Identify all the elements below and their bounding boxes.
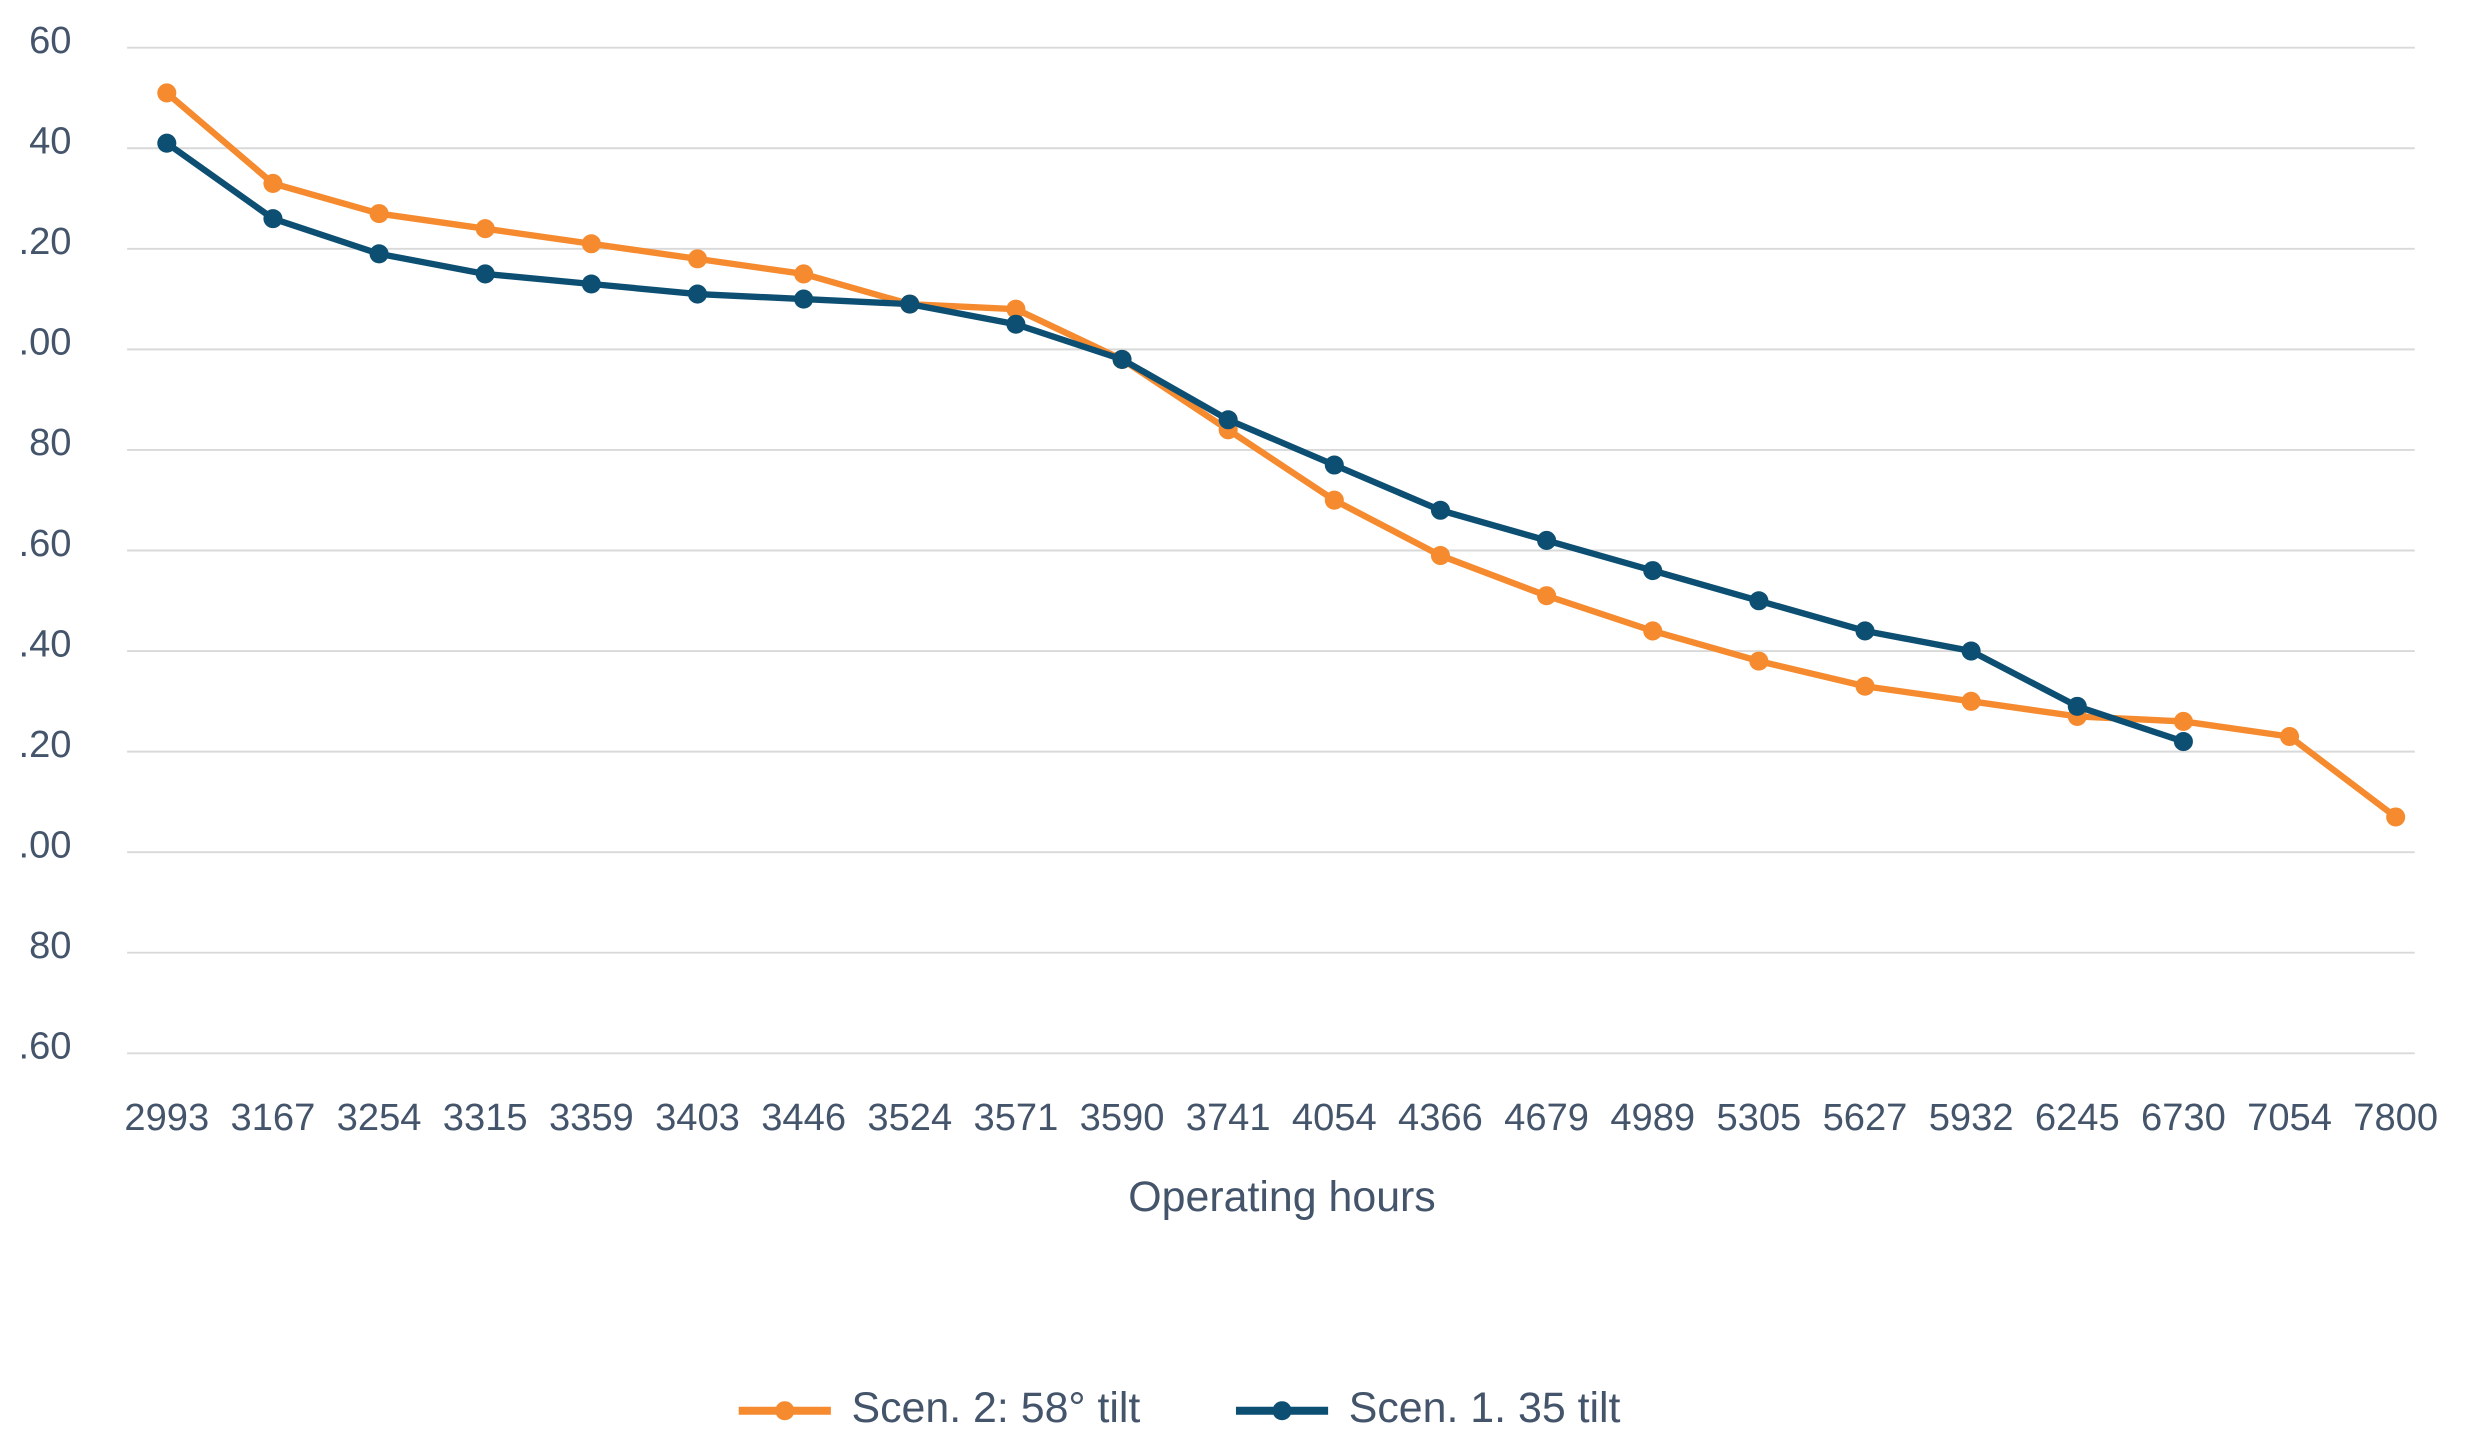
x-tick-label: 5627 <box>1823 1096 1908 1139</box>
data-point <box>794 289 814 309</box>
x-tick-label: 7054 <box>2247 1096 2332 1139</box>
data-point <box>2173 732 2193 752</box>
x-tick-label: 3446 <box>761 1096 846 1139</box>
data-point <box>581 234 601 254</box>
data-point <box>794 264 814 284</box>
x-tick-label: 4054 <box>1292 1096 1377 1139</box>
data-point <box>157 133 177 153</box>
data-point <box>1749 591 1769 611</box>
data-point <box>2173 711 2193 731</box>
legend-marker <box>1272 1401 1292 1421</box>
data-point <box>369 244 389 264</box>
data-point <box>1643 561 1663 581</box>
data-point <box>1961 641 1981 661</box>
data-point <box>687 249 708 269</box>
data-point <box>2386 807 2406 827</box>
data-point <box>369 204 389 224</box>
x-tick-label: 4989 <box>1610 1096 1695 1139</box>
data-point <box>1324 490 1344 510</box>
data-point <box>1643 621 1663 641</box>
y-tick-label: 60 <box>29 19 71 62</box>
x-tick-label: 6730 <box>2141 1096 2226 1139</box>
y-tick-label: 80 <box>29 421 71 464</box>
legend-label: Scen. 2: 58° tilt <box>852 1384 1141 1432</box>
x-tick-label: 5932 <box>1929 1096 2014 1139</box>
x-tick-label: 3524 <box>867 1096 952 1139</box>
y-tick-label: .40 <box>19 622 72 665</box>
x-tick-label: 3590 <box>1080 1096 1165 1139</box>
data-point <box>687 284 708 304</box>
data-point <box>1006 299 1026 319</box>
data-point <box>1855 621 1875 641</box>
data-point <box>1112 349 1132 369</box>
y-tick-label: .60 <box>19 1025 72 1068</box>
legend-marker <box>775 1401 795 1421</box>
y-tick-label: .20 <box>19 723 72 766</box>
y-tick-label: .60 <box>19 522 72 565</box>
x-tick-label: 3571 <box>974 1096 1059 1139</box>
x-tick-label: 3167 <box>231 1096 316 1139</box>
y-tick-label: 80 <box>29 924 71 967</box>
series-line <box>164 90 2398 820</box>
x-tick-label: 7800 <box>2353 1096 2438 1139</box>
data-point <box>475 264 495 284</box>
y-tick-label: .20 <box>19 220 72 263</box>
x-tick-label: 4679 <box>1504 1096 1589 1139</box>
x-axis-label: Operating hours <box>1128 1173 1435 1221</box>
x-tick-label: 6245 <box>2035 1096 2120 1139</box>
y-tick-label: .00 <box>19 823 72 866</box>
data-point <box>1324 455 1344 475</box>
data-point <box>263 173 283 193</box>
y-tick-label: 40 <box>29 120 71 163</box>
data-point <box>1430 500 1450 520</box>
data-point <box>2280 726 2300 747</box>
data-point <box>2067 696 2087 716</box>
data-point <box>475 219 495 239</box>
data-point <box>1006 314 1026 334</box>
data-point <box>1537 530 1557 550</box>
data-point <box>1218 410 1238 430</box>
x-tick-label: 3359 <box>549 1096 634 1139</box>
x-tick-label: 3403 <box>655 1096 740 1139</box>
data-point <box>581 274 601 294</box>
x-tick-label: 5305 <box>1716 1096 1801 1139</box>
data-point <box>157 83 177 103</box>
data-point <box>1749 651 1769 671</box>
x-tick-label: 3315 <box>443 1096 528 1139</box>
data-point <box>1855 676 1875 696</box>
data-point <box>900 294 920 314</box>
series-line <box>164 140 2185 745</box>
x-tick-label: 3254 <box>337 1096 422 1139</box>
data-point <box>1537 586 1557 606</box>
data-point <box>263 209 283 229</box>
data-point <box>1430 545 1450 566</box>
x-tick-label: 4366 <box>1398 1096 1483 1139</box>
x-tick-label: 2993 <box>124 1096 209 1139</box>
legend-label: Scen. 1. 35 tilt <box>1349 1384 1621 1432</box>
y-tick-label: .00 <box>19 321 72 364</box>
data-point <box>1961 691 1981 711</box>
x-tick-label: 3741 <box>1186 1096 1271 1139</box>
